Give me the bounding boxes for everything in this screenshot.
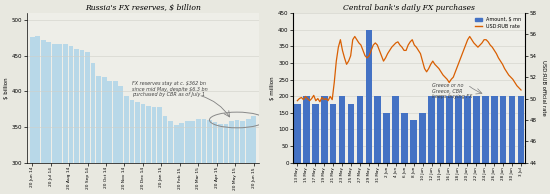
- Bar: [348, 104, 354, 163]
- Bar: [91, 63, 96, 194]
- Bar: [339, 96, 345, 163]
- Bar: [383, 113, 390, 163]
- Y-axis label: $ billion: $ billion: [4, 77, 9, 99]
- Bar: [410, 120, 417, 163]
- Bar: [402, 113, 408, 163]
- Bar: [375, 96, 381, 163]
- Bar: [246, 119, 251, 194]
- Bar: [124, 96, 129, 194]
- Bar: [419, 113, 426, 163]
- Bar: [303, 96, 310, 163]
- Bar: [96, 76, 101, 194]
- Bar: [152, 107, 156, 194]
- Bar: [464, 96, 471, 163]
- Bar: [129, 100, 134, 194]
- Bar: [446, 96, 453, 163]
- Bar: [455, 96, 462, 163]
- Bar: [141, 104, 145, 194]
- Bar: [58, 44, 62, 194]
- Bar: [30, 37, 35, 194]
- Bar: [312, 104, 318, 163]
- Bar: [118, 86, 123, 194]
- Bar: [41, 40, 46, 194]
- Bar: [157, 107, 162, 194]
- Bar: [135, 102, 140, 194]
- Bar: [74, 49, 79, 194]
- Bar: [196, 119, 201, 194]
- Bar: [428, 96, 435, 163]
- Legend: Amount, $ mn, USD:RUB rate: Amount, $ mn, USD:RUB rate: [473, 15, 523, 31]
- Bar: [63, 44, 68, 194]
- Text: FX reserves stay at c. $362 bn
since mid May, despite $6.3 bn
purchased by CBR a: FX reserves stay at c. $362 bn since mid…: [132, 81, 207, 97]
- Bar: [52, 44, 57, 194]
- Bar: [229, 121, 234, 194]
- Bar: [201, 119, 206, 194]
- Bar: [168, 121, 173, 194]
- Bar: [163, 116, 167, 194]
- Bar: [174, 125, 179, 194]
- Title: Central bank's daily FX purchases: Central bank's daily FX purchases: [343, 4, 475, 12]
- Bar: [500, 96, 507, 163]
- Bar: [224, 124, 228, 194]
- Bar: [185, 121, 190, 194]
- Bar: [240, 121, 245, 194]
- Bar: [190, 121, 195, 194]
- Bar: [356, 96, 364, 163]
- Bar: [46, 42, 51, 194]
- Title: Russia's FX reserves, $ billion: Russia's FX reserves, $ billion: [85, 4, 201, 12]
- Bar: [366, 30, 372, 163]
- Bar: [107, 81, 112, 194]
- Bar: [294, 104, 301, 163]
- Text: Greece or no
Greece, CBR
keeps buying FX: Greece or no Greece, CBR keeps buying FX: [432, 83, 472, 100]
- Y-axis label: $ million: $ million: [271, 76, 276, 100]
- Bar: [179, 123, 184, 194]
- Bar: [213, 122, 217, 194]
- Bar: [85, 52, 90, 194]
- Bar: [330, 104, 337, 163]
- Bar: [321, 96, 327, 163]
- Bar: [437, 96, 444, 163]
- Bar: [207, 120, 212, 194]
- Bar: [482, 96, 488, 163]
- Bar: [491, 96, 498, 163]
- Bar: [35, 36, 40, 194]
- Bar: [509, 96, 515, 163]
- Bar: [146, 106, 151, 194]
- Y-axis label: USD:RUB official rate: USD:RUB official rate: [541, 60, 546, 116]
- Bar: [392, 96, 399, 163]
- Bar: [251, 116, 256, 194]
- Bar: [113, 81, 118, 194]
- Bar: [80, 50, 84, 194]
- Bar: [235, 120, 239, 194]
- Bar: [69, 47, 73, 194]
- Bar: [473, 96, 480, 163]
- Bar: [518, 96, 524, 163]
- Bar: [218, 124, 223, 194]
- Bar: [102, 77, 107, 194]
